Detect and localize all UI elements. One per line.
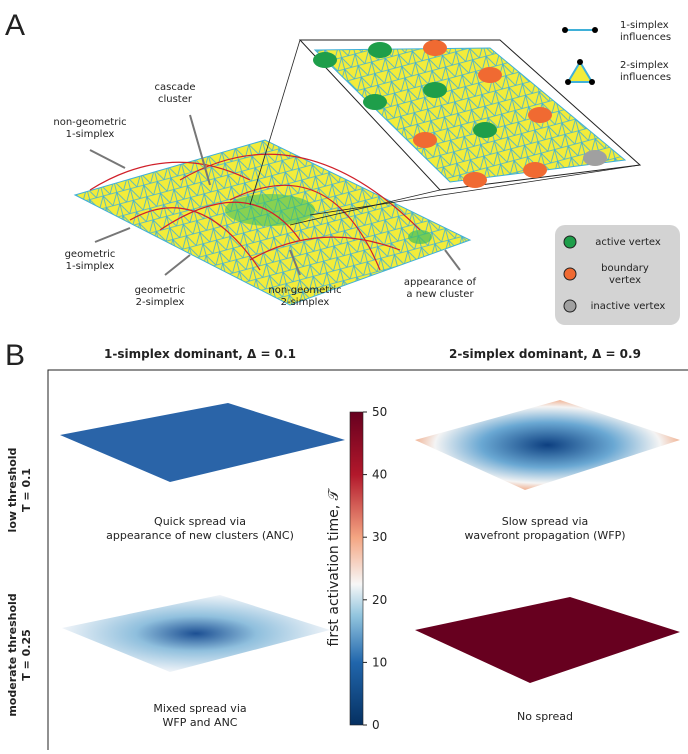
annotation: cluster <box>158 94 193 105</box>
figure: A B 1-simplex dominant, Δ = 0.1 2-simple… <box>0 0 688 750</box>
colorbar-label: first activation time, 𝒯 <box>326 487 342 646</box>
annotation-arrow <box>90 150 125 168</box>
annotation: 2-simplex <box>136 297 185 308</box>
colorbar <box>350 412 363 725</box>
annotation: geometric <box>65 249 116 260</box>
colorbar-tick-label: 10 <box>372 655 387 669</box>
colorbar-tick-label: 40 <box>372 468 387 482</box>
legend-swatch <box>564 268 576 280</box>
caption: Mixed spread via <box>153 702 246 715</box>
caption: Slow spread via <box>502 515 589 528</box>
heatmap <box>415 400 680 490</box>
annotation: cascade <box>155 82 196 93</box>
annotation: non-geometric <box>53 117 126 128</box>
legend-label: inactive vertex <box>591 301 666 312</box>
annotation: 2-simplex <box>281 297 330 308</box>
influence-icons <box>562 27 598 85</box>
caption: wavefront propagation (WFP) <box>464 529 625 542</box>
annotation: a new cluster <box>406 289 474 300</box>
row-label: moderate threshold <box>6 593 19 716</box>
panel-label: A <box>5 9 25 42</box>
legend-label: 2-simplex <box>620 60 669 71</box>
colorbar-tick-label: 0 <box>372 718 380 732</box>
annotation: geometric <box>135 285 186 296</box>
row-label: T = 0.25 <box>20 629 33 681</box>
heatmap <box>62 595 330 672</box>
annotation: 1-simplex <box>66 129 115 140</box>
annotation: appearance of <box>404 277 477 288</box>
column-title: 2-simplex dominant, Δ = 0.9 <box>449 347 641 361</box>
legend-label: boundary <box>601 263 649 274</box>
annotation: non-geometric <box>268 285 341 296</box>
new-cluster <box>408 230 432 244</box>
colorbar-tick-label: 30 <box>372 530 387 544</box>
colorbar-tick-label: 50 <box>372 405 387 419</box>
caption: appearance of new clusters (ANC) <box>106 529 294 542</box>
legend-label: active vertex <box>595 237 661 248</box>
cascade-region <box>225 194 315 226</box>
row-label: T = 0.1 <box>20 468 33 512</box>
colorbar-tick-label: 20 <box>372 593 387 607</box>
heatmap <box>415 597 680 683</box>
panel-label: B <box>5 339 25 372</box>
annotation-arrow <box>445 250 460 270</box>
legend-label: influences <box>620 32 671 43</box>
heatmap <box>60 403 345 482</box>
legend-swatch <box>564 236 576 248</box>
legend-label: vertex <box>609 275 641 286</box>
column-title: 1-simplex dominant, Δ = 0.1 <box>104 347 296 361</box>
caption: WFP and ANC <box>163 716 238 729</box>
row-label: low threshold <box>6 448 19 533</box>
caption: No spread <box>517 710 573 723</box>
annotation-arrow <box>165 255 190 275</box>
caption: Quick spread via <box>154 515 246 528</box>
legend-label: 1-simplex <box>620 20 669 31</box>
annotation-arrow <box>95 228 130 242</box>
legend-swatch <box>564 300 576 312</box>
legend-label: influences <box>620 72 671 83</box>
annotation: 1-simplex <box>66 261 115 272</box>
